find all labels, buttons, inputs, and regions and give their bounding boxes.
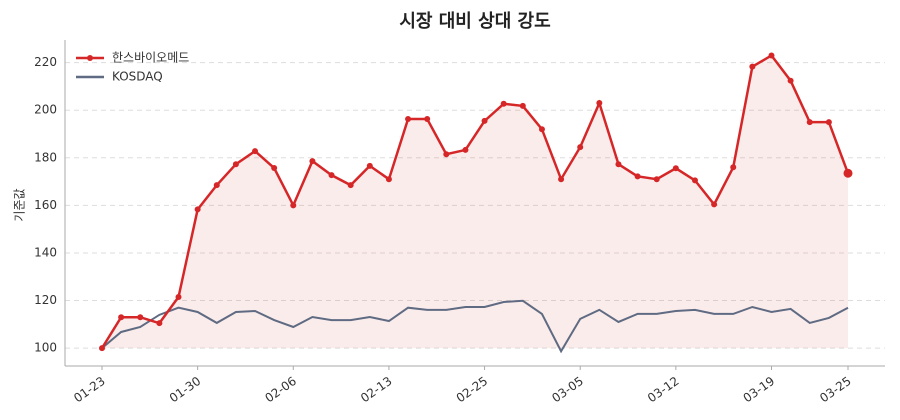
data-point [194,206,201,213]
legend-swatch [87,55,93,61]
data-point [290,202,297,209]
data-point [519,102,526,109]
data-point [366,162,373,169]
data-point [787,77,794,84]
data-point [443,151,450,158]
data-point [730,164,737,171]
data-point [481,117,488,124]
y-axis-label: 기준값 [13,188,27,221]
x-tick-label: 03-25 [817,374,854,405]
data-point [634,173,641,180]
x-tick-label: 01-23 [71,374,108,405]
data-point [500,100,507,107]
data-point [843,168,853,178]
data-point [538,126,545,133]
x-tick-label: 02-13 [358,374,395,405]
data-point [347,182,354,189]
data-point [691,177,698,184]
x-tick-label: 03-19 [741,374,778,405]
y-tick-label: 220 [34,55,57,69]
data-point [672,165,679,172]
data-point [405,116,412,123]
data-point [825,119,832,126]
data-point [137,314,144,321]
data-point [328,172,335,179]
y-tick-label: 160 [34,198,57,212]
data-point [615,161,622,168]
data-point [596,100,603,107]
chart-title: 시장 대비 상대 강도 [399,11,550,32]
y-tick-label: 200 [34,103,57,117]
data-point [99,345,105,352]
series-line [100,53,850,349]
data-point [806,119,813,126]
data-point [749,63,756,70]
data-point [309,158,316,165]
legend-label: KOSDAQ [112,70,163,84]
data-point [271,165,278,172]
y-tick-label: 180 [34,150,57,164]
data-point [385,176,392,183]
data-point [711,201,718,208]
data-point [232,161,239,168]
data-point [213,182,220,189]
legend-label: 한스바이오메드 [112,51,189,65]
area-fill [102,55,848,349]
y-tick-label: 120 [34,293,57,307]
data-point [577,144,584,151]
series-line [101,299,849,354]
x-tick-label: 02-25 [454,374,491,405]
y-tick-label: 140 [34,245,57,259]
x-tick-label: 03-05 [549,374,586,405]
y-tick-label: 100 [34,341,57,355]
data-point [462,146,469,153]
data-point [118,314,125,321]
data-point [424,116,431,123]
x-tick-label: 01-30 [167,374,204,405]
data-point [558,176,565,183]
x-tick-label: 03-12 [645,374,682,405]
data-point [252,148,259,155]
data-point [653,176,660,183]
data-point [175,293,182,300]
data-point [768,52,775,59]
data-point [156,320,163,327]
x-tick-label: 02-06 [262,374,299,405]
